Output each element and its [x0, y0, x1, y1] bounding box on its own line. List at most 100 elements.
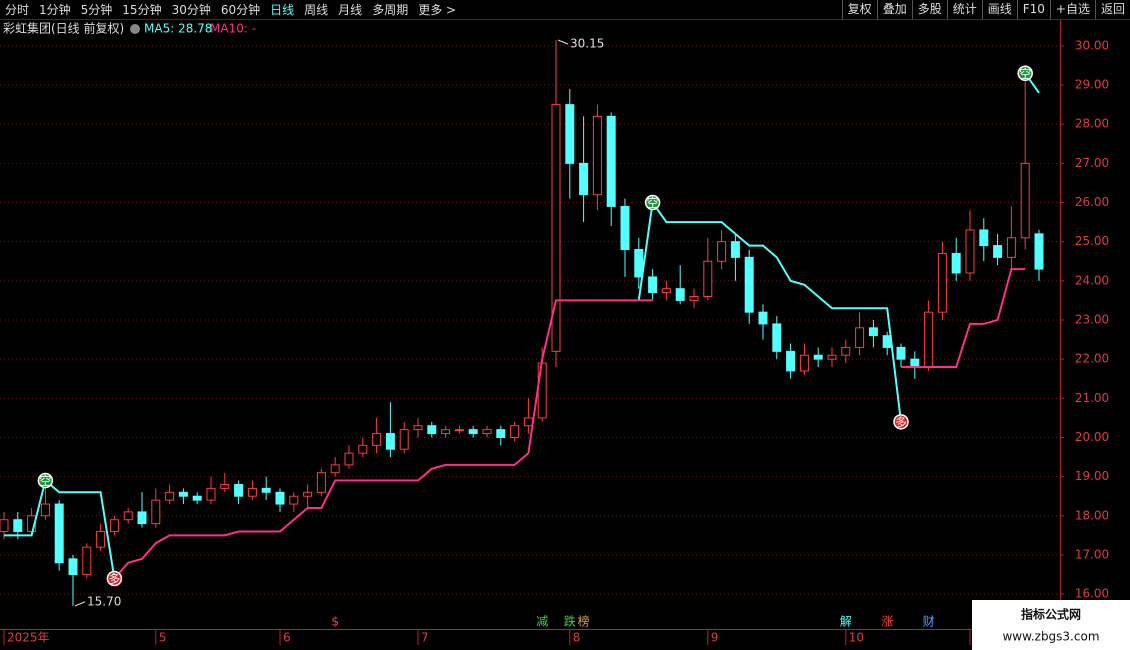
period-tab[interactable]: 15分钟 — [122, 3, 162, 17]
y-tick-label: 27.00 — [1075, 156, 1109, 170]
signal-label: 多 — [108, 572, 120, 586]
y-tick-label: 25.00 — [1075, 234, 1109, 248]
y-tick-label: 19.00 — [1075, 469, 1109, 483]
signal-label: 空 — [647, 196, 659, 210]
candle-body — [896, 346, 906, 360]
candle-body — [0, 519, 9, 532]
ma10-label: MA10: - — [210, 22, 256, 36]
candle-body — [579, 162, 589, 196]
candle-body — [220, 483, 230, 489]
candle-body — [192, 495, 202, 501]
candle-body — [965, 229, 975, 274]
tool-button[interactable]: 统计 — [946, 0, 982, 19]
period-tab[interactable]: 分时 — [5, 3, 30, 17]
candle-body — [813, 354, 823, 360]
event-marker: 财 — [923, 615, 935, 629]
y-tick-label: 16.00 — [1075, 587, 1109, 601]
candle-body — [786, 350, 796, 372]
tool-button[interactable]: 叠加 — [876, 0, 912, 19]
candle-body — [82, 546, 92, 576]
period-tab[interactable]: 60分钟 — [220, 3, 261, 17]
candle-body — [827, 354, 837, 360]
candle-body — [316, 472, 326, 493]
candle-body — [924, 311, 934, 368]
signal-label: 空 — [39, 474, 51, 488]
event-marker: 解 — [840, 615, 852, 629]
y-tick-label: 30.00 — [1075, 38, 1109, 52]
period-tab[interactable]: 周线 — [304, 3, 329, 17]
tool-button[interactable]: 画线 — [981, 0, 1017, 19]
tool-button[interactable]: 复权 — [841, 0, 877, 19]
period-tab[interactable]: 1分钟 — [39, 3, 71, 17]
candle-body — [537, 362, 547, 419]
candle-body — [454, 429, 464, 432]
candle-body — [592, 115, 602, 196]
candle-body — [868, 327, 878, 337]
candle-body — [123, 511, 133, 521]
tool-button[interactable]: F10 — [1016, 0, 1050, 19]
event-marker: 榜 — [578, 614, 590, 629]
event-marker: 减 — [536, 615, 548, 629]
candle-body — [634, 249, 644, 278]
candle-body — [372, 433, 382, 446]
period-tab[interactable]: 5分钟 — [80, 3, 113, 17]
signal-marker — [1017, 65, 1033, 82]
candle-body — [1020, 162, 1030, 239]
signal-marker — [106, 570, 123, 587]
candle-body — [68, 558, 78, 576]
tool-button[interactable]: 返回 — [1094, 0, 1130, 19]
x-tick-label: 6 — [283, 631, 291, 645]
annotation-text: 30.15 — [570, 37, 604, 51]
tool-buttons: 复权 叠加 多股 统计 画线 F10 +自选 返回 — [841, 0, 1130, 19]
candle-body — [261, 487, 271, 493]
y-tick-label: 29.00 — [1075, 78, 1109, 92]
candle-body — [13, 519, 23, 532]
candle-body — [841, 346, 851, 356]
period-tab[interactable]: 日线 — [270, 3, 295, 17]
period-tabs: 分时 1分钟 5分钟 15分钟 30分钟 60分钟 日线 周线 月线 多周期 更多 > — [0, 0, 461, 19]
candle-body — [606, 115, 616, 207]
x-tick-label: 10 — [849, 631, 864, 645]
candle-body — [979, 229, 989, 247]
period-tab[interactable]: 30分钟 — [171, 3, 211, 17]
indicator-line — [113, 268, 1026, 580]
tool-button[interactable]: +自选 — [1049, 0, 1095, 19]
candle-body — [330, 464, 340, 474]
candle-body — [648, 276, 658, 294]
y-tick-label: 22.00 — [1075, 352, 1109, 366]
candle-body — [109, 519, 119, 532]
period-tab[interactable]: 更多 > — [418, 3, 457, 17]
candle-body — [275, 491, 285, 505]
signal-label: 空 — [1019, 67, 1031, 81]
period-tab[interactable]: 月线 — [338, 3, 363, 17]
watermark-url: www.zbgs3.com — [1002, 630, 1099, 644]
candle-body — [744, 256, 754, 313]
signal-marker — [893, 414, 909, 430]
candle-body — [427, 425, 437, 435]
candle-body — [413, 425, 423, 431]
signal-marker — [37, 472, 54, 489]
event-marker: 跌 — [564, 614, 576, 629]
candle-body — [689, 296, 699, 301]
y-tick-label: 23.00 — [1075, 313, 1109, 327]
y-tick-label: 20.00 — [1075, 430, 1109, 444]
settings-icon — [130, 24, 140, 34]
y-tick-label: 24.00 — [1075, 273, 1109, 287]
candle-body — [137, 511, 147, 525]
signal-marker — [644, 194, 661, 211]
candle-body — [496, 429, 506, 438]
annotation-text: 15.70 — [87, 594, 121, 608]
candle-body — [399, 429, 409, 450]
tool-button[interactable]: 多股 — [911, 0, 947, 19]
x-tick-label: 2025年 — [7, 631, 50, 645]
candle-body — [385, 433, 395, 450]
y-tick-label: 18.00 — [1075, 508, 1109, 522]
ma5-label: MA5: 28.78 — [144, 22, 212, 36]
x-tick-label: 7 — [421, 631, 429, 645]
candle-body — [441, 429, 451, 435]
candle-body — [165, 491, 175, 501]
period-tab[interactable]: 多周期 — [372, 3, 409, 17]
candle-body — [344, 452, 354, 466]
candle-body — [730, 241, 740, 258]
